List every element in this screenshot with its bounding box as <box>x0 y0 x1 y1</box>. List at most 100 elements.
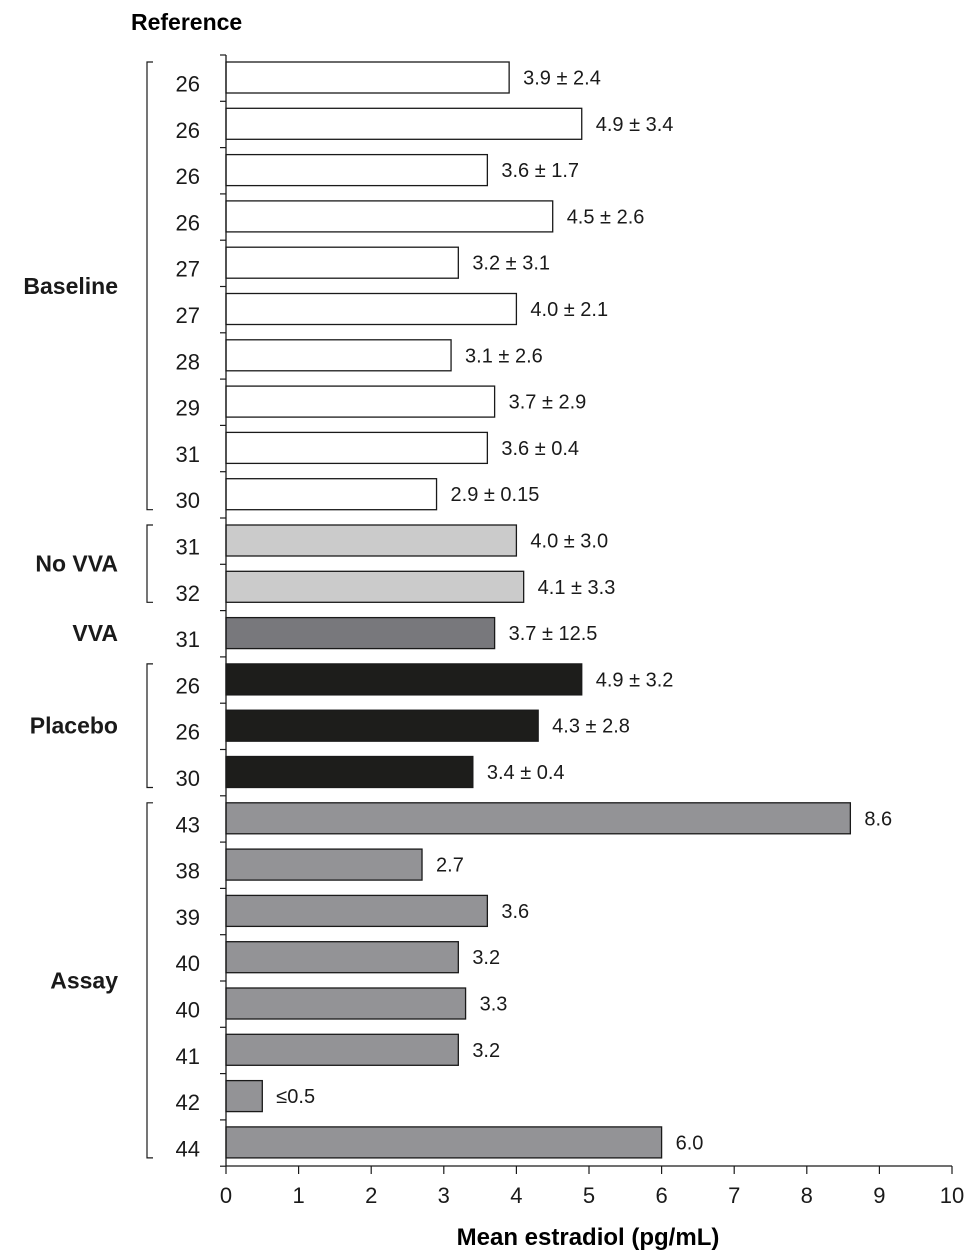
value-label-15: 3.4 ± 0.4 <box>487 762 565 784</box>
reference-label-12: 31 <box>176 627 200 652</box>
value-label-8: 3.6 ± 0.4 <box>501 438 579 460</box>
value-label-0: 3.9 ± 2.4 <box>523 68 601 90</box>
x-tick-label-5: 5 <box>583 1183 595 1208</box>
group-bracket-1 <box>146 524 153 603</box>
group-label-0: Baseline <box>23 273 118 299</box>
group-label-1: No VVA <box>35 551 118 577</box>
value-label-2: 3.6 ± 1.7 <box>501 160 579 182</box>
reference-labels: 26 26 26 26 27 27 28 29 31 30 31 32 31 26 26 30 43 38 39 40… <box>176 72 200 1162</box>
bar-22 <box>225 1079 263 1113</box>
x-tick-labels: 0 1 2 3 4 5 6 7 8 9 10 <box>220 1183 964 1208</box>
bar-4 <box>225 246 459 279</box>
value-label-14: 4.3 ± 2.8 <box>552 716 630 738</box>
reference-label-14: 26 <box>176 720 200 745</box>
value-label-23: 6.0 <box>676 1132 704 1154</box>
bars <box>225 61 852 1159</box>
reference-label-15: 30 <box>176 766 200 791</box>
bar-0 <box>225 61 510 94</box>
value-label-21: 3.2 <box>472 1040 500 1062</box>
group-labels: Baseline No VVA VVA Placebo Assay <box>23 273 118 993</box>
group-label-2: VVA <box>72 620 118 646</box>
reference-label-6: 28 <box>176 349 200 374</box>
reference-label-10: 31 <box>176 535 200 560</box>
x-tick-label-8: 8 <box>801 1183 813 1208</box>
reference-label-19: 40 <box>176 951 200 976</box>
reference-label-5: 27 <box>176 303 200 328</box>
bar-7 <box>225 385 496 418</box>
bar-5 <box>225 292 518 326</box>
bar-17 <box>225 848 423 881</box>
bar-21 <box>225 1033 459 1066</box>
reference-label-17: 38 <box>176 859 200 884</box>
bar-15 <box>225 755 474 789</box>
group-label-4: Assay <box>50 967 118 993</box>
reference-label-7: 29 <box>176 396 200 421</box>
x-axis-label: Mean estradiol (pg/mL) <box>457 1224 720 1251</box>
x-tick-label-9: 9 <box>873 1183 885 1208</box>
bar-1 <box>225 107 583 140</box>
reference-label-9: 30 <box>176 488 200 513</box>
x-tick-label-2: 2 <box>365 1183 377 1208</box>
value-label-10: 4.0 ± 3.0 <box>530 531 608 553</box>
value-label-11: 4.1 ± 3.3 <box>538 577 616 599</box>
x-tick-label-6: 6 <box>655 1183 667 1208</box>
bar-8 <box>225 431 489 465</box>
axes <box>220 54 953 1174</box>
value-label-18: 3.6 <box>501 901 529 923</box>
group-label-3: Placebo <box>30 713 118 739</box>
value-label-3: 4.5 ± 2.6 <box>567 206 645 228</box>
bar-20 <box>225 987 467 1020</box>
reference-label-18: 39 <box>176 905 200 930</box>
bar-11 <box>225 570 525 603</box>
value-label-4: 3.2 ± 3.1 <box>472 253 550 275</box>
value-label-20: 3.3 <box>480 994 508 1016</box>
reference-label-2: 26 <box>176 164 200 189</box>
value-label-12: 3.7 ± 12.5 <box>509 623 598 645</box>
bar-3 <box>225 200 554 233</box>
x-tick-label-4: 4 <box>510 1183 522 1208</box>
value-label-5: 4.0 ± 2.1 <box>530 299 608 321</box>
reference-label-4: 27 <box>176 257 200 282</box>
bar-18 <box>225 894 489 928</box>
value-label-13: 4.9 ± 3.2 <box>596 669 674 691</box>
reference-label-16: 43 <box>176 812 200 837</box>
value-label-17: 2.7 <box>436 855 464 877</box>
group-bracket-0 <box>146 61 153 511</box>
value-label-6: 3.1 ± 2.6 <box>465 345 543 367</box>
value-label-7: 3.7 ± 2.9 <box>509 392 587 414</box>
bar-16 <box>225 802 852 835</box>
reference-label-0: 26 <box>176 72 200 97</box>
reference-label-8: 31 <box>176 442 200 467</box>
x-tick-label-3: 3 <box>438 1183 450 1208</box>
reference-label-22: 42 <box>176 1090 200 1115</box>
x-tick-label-10: 10 <box>940 1183 964 1208</box>
reference-label-21: 41 <box>176 1044 200 1069</box>
reference-label-1: 26 <box>176 118 200 143</box>
value-labels: 3.9 ± 2.4 4.9 ± 3.4 3.6 ± 1.7 4.5 ± 2.6 3.2 … <box>276 68 892 1155</box>
bar-10 <box>225 524 518 557</box>
reference-label-13: 26 <box>176 673 200 698</box>
bar-23 <box>225 1126 663 1159</box>
value-label-16: 8.6 <box>864 808 892 830</box>
bar-2 <box>225 153 489 187</box>
reference-label-3: 26 <box>176 210 200 235</box>
bar-9 <box>225 478 438 511</box>
x-tick-label-7: 7 <box>728 1183 740 1208</box>
bar-13 <box>225 663 583 696</box>
value-label-1: 4.9 ± 3.4 <box>596 114 674 136</box>
reference-label-23: 44 <box>176 1136 200 1161</box>
value-label-22: ≤0.5 <box>276 1086 315 1108</box>
value-label-9: 2.9 ± 0.15 <box>451 484 540 506</box>
reference-label-11: 32 <box>176 581 200 606</box>
reference-label-20: 40 <box>176 998 200 1023</box>
bar-6 <box>225 339 452 372</box>
group-bracket-3 <box>146 663 153 789</box>
x-tick-label-1: 1 <box>292 1183 304 1208</box>
value-label-19: 3.2 <box>472 947 500 969</box>
bar-12 <box>225 616 496 650</box>
group-bracket-4 <box>146 802 153 1159</box>
chart-title: Reference <box>131 9 242 35</box>
x-tick-label-0: 0 <box>220 1183 232 1208</box>
bar-14 <box>225 709 539 742</box>
